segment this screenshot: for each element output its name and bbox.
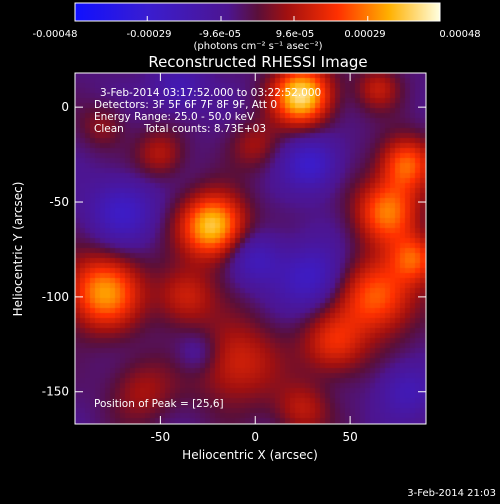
y-axis-label: Heliocentric Y (arcsec) [11, 182, 25, 317]
annotation-method: Clean [94, 123, 124, 135]
y-tick-label: -50 [49, 195, 69, 209]
x-tick-label: 0 [251, 430, 259, 444]
colorbar: -0.00048 -0.00029 -9.6e-05 9.6e-05 0.000… [33, 2, 481, 52]
colorbar-label-5: 0.00048 [439, 29, 480, 40]
y-tick-label: 0 [61, 100, 69, 114]
chart-title: Reconstructed RHESSI Image [148, 53, 367, 71]
colorbar-label-3: 9.6e-05 [276, 29, 314, 40]
colorbar-label-4: 0.00029 [344, 29, 385, 40]
plot-frame [74, 72, 427, 425]
y-tick-label: -150 [42, 385, 69, 399]
axes: -50 0 50 0 -50 -100 -150 [42, 73, 426, 444]
x-tick-label: 50 [342, 430, 357, 444]
x-tick-label: -50 [151, 430, 171, 444]
annotation-time-range: 3-Feb-2014 03:17:52.000 to 03:22:52.000 [100, 87, 321, 99]
annotation-detectors: Detectors: 3F 5F 6F 7F 8F 9F, Att 0 [94, 99, 277, 111]
colorbar-units: (photons cm⁻² s⁻¹ asec⁻²) [193, 41, 322, 52]
annotation-peak: Position of Peak = [25,6] [94, 398, 224, 410]
colorbar-label-2: -9.6e-05 [199, 29, 241, 40]
colorbar-ticks [74, 16, 441, 21]
annotation-counts: Total counts: 8.73E+03 [143, 123, 266, 135]
colorbar-label-1: -0.00029 [127, 29, 172, 40]
x-axis-label: Heliocentric X (arcsec) [182, 448, 318, 462]
colorbar-label-0: -0.00048 [33, 29, 78, 40]
heatmap-image [75, 73, 426, 424]
colorbar-gradient [74, 2, 441, 22]
footer-date: 3-Feb-2014 21:03 [407, 488, 496, 499]
y-tick-label: -100 [42, 290, 69, 304]
annotation-energy: Energy Range: 25.0 - 50.0 keV [94, 111, 255, 123]
annotations: 3-Feb-2014 03:17:52.000 to 03:22:52.000 … [94, 87, 321, 410]
